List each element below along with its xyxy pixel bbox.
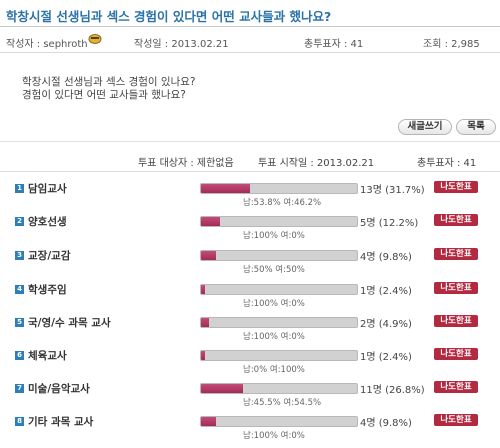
option-result-bar <box>200 383 358 394</box>
vote-button[interactable]: 나도한표 <box>434 248 478 260</box>
option-number-badge: 4 <box>15 285 24 294</box>
option-gender-ratio: 남:100% 여:0% <box>243 299 305 309</box>
option-label: 교장/교감 <box>28 250 71 262</box>
post-body-line: 학창시절 선생님과 섹스 경험이 있나요? <box>22 76 196 88</box>
poll-target: 투표 대상자 : 제한없음 <box>138 158 234 169</box>
post-body-line: 경험이 있다면 어떤 교사들과 했나요? <box>22 89 186 101</box>
option-gender-ratio: 남:53.8% 여:46.2% <box>243 198 322 208</box>
vote-button[interactable]: 나도한표 <box>434 414 478 426</box>
option-result-fill <box>201 318 209 327</box>
option-result-bar <box>200 317 358 328</box>
option-gender-ratio: 남:0% 여:100% <box>243 365 305 375</box>
option-number-badge: 8 <box>15 417 24 426</box>
option-result-fill <box>201 251 217 260</box>
new-post-button[interactable]: 새글쓰기 <box>398 119 452 135</box>
option-number-badge: 1 <box>15 184 24 193</box>
option-count: 13명 (31.7%) <box>360 185 425 196</box>
option-count: 1명 (2.4%) <box>360 352 412 363</box>
option-count: 4명 (9.8%) <box>360 252 412 263</box>
option-count: 1명 (2.4%) <box>360 286 412 297</box>
poll-total-voters: 총투표자 : 41 <box>417 158 477 169</box>
button-divider <box>0 141 500 142</box>
option-label: 양호선생 <box>28 216 67 228</box>
post-title: 학창시절 선생님과 섹스 경험이 있다면 어떤 교사들과 했나요? <box>6 9 332 24</box>
vote-button[interactable]: 나도한표 <box>434 214 478 226</box>
option-result-fill <box>201 384 243 393</box>
vote-button[interactable]: 나도한표 <box>434 315 478 327</box>
list-button[interactable]: 목록 <box>456 119 496 135</box>
vote-button[interactable]: 나도한표 <box>434 348 478 360</box>
option-number-badge: 7 <box>15 384 24 393</box>
option-count: 4명 (9.8%) <box>360 418 412 429</box>
option-label: 학생주임 <box>28 284 67 296</box>
poll-start-date: 투표 시작일 : 2013.02.21 <box>258 158 375 169</box>
option-result-fill <box>201 184 251 193</box>
option-result-fill <box>201 351 205 360</box>
option-count: 2명 (4.9%) <box>360 319 412 330</box>
option-label: 담임교사 <box>28 183 67 195</box>
option-count: 5명 (12.2%) <box>360 218 419 229</box>
option-gender-ratio: 남:45.5% 여:54.5% <box>243 398 322 408</box>
poll-header-divider <box>0 171 500 172</box>
poll-option-row: 5 국/영/수 과목 교사 2명 (4.9%) 남:100% 여:0% 나도한표 <box>0 315 500 349</box>
option-number-badge: 5 <box>15 318 24 327</box>
vote-button[interactable]: 나도한표 <box>434 282 478 294</box>
option-result-fill <box>201 285 205 294</box>
option-result-fill <box>201 417 217 426</box>
poll-option-row: 6 체육교사 1명 (2.4%) 남:0% 여:100% 나도한표 <box>0 348 500 382</box>
option-number-badge: 3 <box>15 251 24 260</box>
option-gender-ratio: 남:50% 여:50% <box>243 265 305 275</box>
option-number-badge: 2 <box>15 217 24 226</box>
vote-button[interactable]: 나도한표 <box>434 181 478 193</box>
option-result-bar <box>200 284 358 295</box>
avatar-icon[interactable] <box>88 32 102 44</box>
author-label: 작성자 : sephroth <box>6 39 88 50</box>
poll-option-row: 7 미술/음악교사 11명 (26.8%) 남:45.5% 여:54.5% 나도한표 <box>0 381 500 415</box>
post-body: 학창시절 선생님과 섹스 경험이 있나요? 경험이 있다면 어떤 교사들과 했나… <box>22 76 195 102</box>
post-date: 작성일 : 2013.02.21 <box>134 39 229 50</box>
option-gender-ratio: 남:100% 여:0% <box>243 231 305 241</box>
option-label: 체육교사 <box>28 350 67 362</box>
option-result-bar <box>200 350 358 361</box>
vote-button[interactable]: 나도한표 <box>434 381 478 393</box>
option-result-bar <box>200 250 358 261</box>
option-number-badge: 6 <box>15 351 24 360</box>
poll-option-row: 3 교장/교감 4명 (9.8%) 남:50% 여:50% 나도한표 <box>0 248 500 282</box>
option-gender-ratio: 남:100% 여:0% <box>243 332 305 342</box>
total-voters: 총투표자 : 41 <box>304 39 364 50</box>
option-result-bar <box>200 416 358 427</box>
meta-divider <box>0 52 500 53</box>
view-count: 조회 : 2,985 <box>423 39 480 50</box>
option-label: 기타 과목 교사 <box>28 416 94 428</box>
poll-option-row: 8 기타 과목 교사 4명 (9.8%) 남:100% 여:0% 나도한표 <box>0 414 500 448</box>
option-result-fill <box>201 217 221 226</box>
option-label: 국/영/수 과목 교사 <box>28 317 111 329</box>
poll-option-row: 2 양호선생 5명 (12.2%) 남:100% 여:0% 나도한표 <box>0 214 500 248</box>
option-gender-ratio: 남:100% 여:0% <box>243 431 305 441</box>
option-count: 11명 (26.8%) <box>360 385 425 396</box>
option-result-bar <box>200 183 358 194</box>
poll-option-row: 4 학생주임 1명 (2.4%) 남:100% 여:0% 나도한표 <box>0 282 500 316</box>
title-divider <box>0 26 500 27</box>
option-label: 미술/음악교사 <box>28 383 90 395</box>
poll-option-row: 1 담임교사 13명 (31.7%) 남:53.8% 여:46.2% 나도한표 <box>0 181 500 215</box>
option-result-bar <box>200 216 358 227</box>
